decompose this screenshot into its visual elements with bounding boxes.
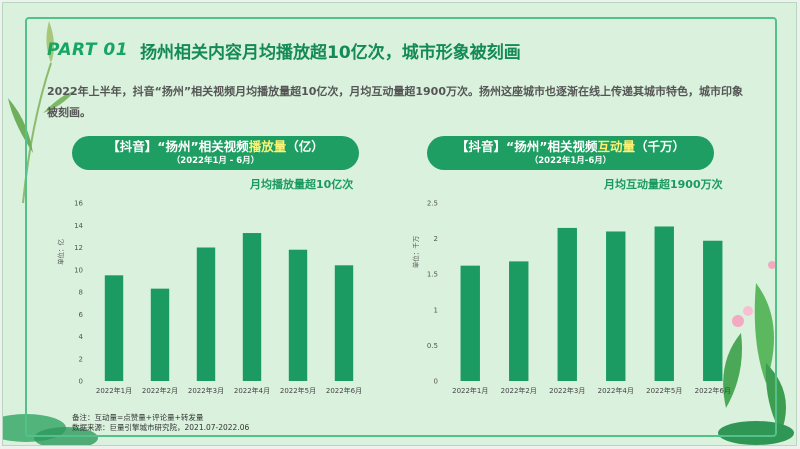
- chart1-xtick-label: 2022年6月: [695, 386, 731, 395]
- footnotes: 备注：互动量=点赞量+评论量+转发量 数据来源：巨量引擎城市研究院，2021.0…: [72, 413, 249, 433]
- chart1-xtick-label: 2022年5月: [646, 386, 682, 395]
- chart0-xtick-label: 2022年5月: [280, 386, 316, 395]
- part-label: PART 01: [47, 40, 129, 60]
- note-definition: 备注：互动量=点赞量+评论量+转发量: [72, 413, 204, 422]
- chart1-ytick-label: 2: [434, 235, 438, 243]
- chart1-ytick-label: 1.5: [427, 271, 438, 279]
- right-banner-title: 【抖音】“扬州”相关视频互动量（千万）: [427, 136, 714, 155]
- chart0-bar: [196, 247, 216, 381]
- chart0-bar: [334, 265, 354, 381]
- chart1-ytick-label: 1: [434, 306, 438, 314]
- left-banner-highlight: 播放量: [248, 139, 287, 154]
- right-banner-highlight: 互动量: [597, 139, 635, 154]
- chart1-ytick-label: 2.5: [427, 200, 438, 208]
- chart0-xtick-label: 2022年3月: [188, 386, 224, 395]
- chart0-bar: [288, 249, 308, 381]
- chart0-ylabel: 单位：亿: [56, 239, 65, 266]
- chart0-xtick-label: 2022年2月: [142, 386, 178, 395]
- chart1-bar: [606, 231, 626, 381]
- right-banner-suffix: （千万）: [634, 139, 685, 154]
- chart0-ytick-label: 4: [79, 333, 84, 341]
- left-banner-suffix: （亿）: [286, 139, 324, 154]
- chart1-bar: [557, 227, 577, 381]
- chart0-ytick-label: 10: [74, 266, 83, 274]
- left-banner-prefix: 【抖音】“扬州”相关视频: [107, 139, 249, 154]
- chart0-bar: [104, 275, 124, 381]
- chart1-xtick-label: 2022年2月: [501, 386, 537, 395]
- chart1-xtick-label: 2022年3月: [549, 386, 585, 395]
- chart1-ylabel: 单位：千万: [411, 235, 420, 268]
- left-bar-chart: 单位：亿 0 2 4 6 8 10 12 14 16 2022年1月 2022年2月 2022年3月 20…: [56, 200, 362, 396]
- note-source: 数据来源：巨量引擎城市研究院，2021.07-2022.06: [72, 423, 250, 432]
- page-title: 扬州相关内容月均播放超10亿次，城市形象被刻画: [140, 42, 521, 63]
- chart0-ytick-label: 8: [79, 289, 83, 297]
- left-chart-banner: 【抖音】“扬州”相关视频播放量（亿） （2022年1月 - 6月）: [72, 136, 359, 170]
- chart0-ytick-label: 14: [74, 222, 83, 230]
- chart0-ytick-label: 0: [79, 378, 83, 386]
- chart1-bar: [654, 226, 674, 381]
- chart0-xtick-label: 2022年4月: [234, 386, 270, 395]
- intro-paragraph: 2022年上半年，抖音“扬州”相关视频月均播放量超10亿次，月均互动量超1900…: [47, 85, 743, 119]
- chart0-ytick-label: 16: [74, 200, 83, 208]
- right-banner-prefix: 【抖音】“扬州”相关视频: [456, 139, 598, 154]
- chart1-bar: [509, 261, 529, 381]
- right-chart-banner: 【抖音】“扬州”相关视频互动量（千万） （2022年1月-6月）: [427, 136, 714, 170]
- content-frame: [25, 17, 777, 437]
- right-bar-chart: 单位：千万 0 0.5 1 1.5 2 2.5 2022年1月 2022年2月 2022年3月 20…: [411, 200, 731, 396]
- left-banner-period: （2022年1月 - 6月）: [171, 156, 260, 166]
- chart0-bar: [242, 233, 262, 381]
- chart0-xtick-label: 2022年6月: [326, 386, 362, 395]
- chart0-ytick-label: 6: [79, 311, 84, 319]
- chart1-bar: [460, 265, 480, 381]
- chart0-bar: [150, 288, 170, 381]
- chart1-ytick-label: 0: [434, 378, 438, 386]
- right-banner-period: （2022年1月-6月）: [529, 156, 612, 166]
- chart0-ytick-label: 12: [74, 244, 83, 252]
- right-chart-subtitle: 月均互动量超1900万次: [604, 178, 723, 191]
- chart1-xtick-label: 2022年4月: [598, 386, 634, 395]
- chart1-bar: [703, 240, 723, 381]
- chart0-xtick-label: 2022年1月: [96, 386, 132, 395]
- left-chart-subtitle: 月均播放量超10亿次: [250, 178, 354, 191]
- page-header: PART 01 扬州相关内容月均播放超10亿次，城市形象被刻画: [47, 35, 521, 65]
- left-banner-title: 【抖音】“扬州”相关视频播放量（亿）: [72, 136, 359, 155]
- chart0-ytick-label: 2: [79, 355, 83, 363]
- chart1-xtick-label: 2022年1月: [452, 386, 488, 395]
- chart1-ytick-label: 0.5: [427, 342, 438, 350]
